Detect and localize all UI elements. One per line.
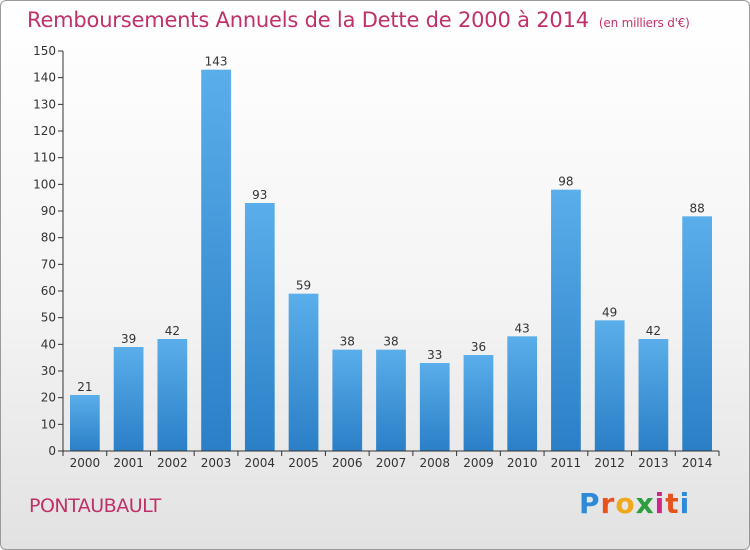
bar-2007 [376,349,406,451]
x-tick-label-2001: 2001 [113,456,144,470]
data-label-2003: 143 [205,55,228,69]
bar-2010 [507,336,538,451]
x-tick-label-2012: 2012 [594,456,625,470]
bar-2000 [69,395,100,451]
data-label-2013: 42 [646,324,661,338]
y-tick-label: 60 [41,284,56,298]
bar-2014 [682,216,713,451]
y-tick-label: 110 [33,151,56,165]
x-tick-label-2014: 2014 [682,456,713,470]
x-tick-label-2000: 2000 [70,456,101,470]
bar-2009 [463,355,494,451]
bar-2005 [288,293,319,451]
data-label-2010: 43 [515,321,530,335]
bar-2006 [332,349,363,451]
logo-letter: r [600,487,616,520]
x-tick-label-2009: 2009 [463,456,494,470]
y-tick-label: 80 [41,231,56,245]
data-label-2009: 36 [471,340,486,354]
x-tick-label-2003: 2003 [201,456,232,470]
x-tick-label-2002: 2002 [157,456,188,470]
x-tick-label-2010: 2010 [507,456,538,470]
bar-2013 [638,339,669,451]
y-tick-label: 0 [48,444,56,458]
data-label-2012: 49 [602,305,617,319]
data-labels-group: 21 39 42 143 93 59 38 38 33 36 43 98 49 42 88 [77,55,705,394]
y-tick-label: 100 [33,177,56,191]
logo-letter: i [679,487,691,520]
logo-letter: x [635,487,655,520]
y-tick-label: 130 [33,97,56,111]
y-tick-label: 40 [41,337,56,351]
x-tick-label-2004: 2004 [245,456,276,470]
x-tick-label-2006: 2006 [332,456,363,470]
bars-group [69,69,713,452]
logo-letter: i [654,487,666,520]
x-tick-label-2013: 2013 [638,456,669,470]
chart-title: Remboursements Annuels de la Dette de 20… [27,8,690,32]
x-tick-label-2005: 2005 [288,456,319,470]
data-label-2011: 98 [558,175,573,189]
bar-2002 [157,339,188,451]
y-tick-label: 30 [41,364,56,378]
proxiti-logo: Proxiti [579,487,690,520]
logo-letter: t [665,487,680,520]
bar-2004 [244,203,275,451]
x-tick-label-2011: 2011 [551,456,582,470]
data-label-2008: 33 [427,348,442,362]
y-tick-label: 70 [41,257,56,271]
y-tick-label: 150 [33,44,56,58]
y-tick-label: 50 [41,311,56,325]
x-tick-label-2008: 2008 [419,456,450,470]
data-label-2000: 21 [77,380,92,394]
x-axis: 2000 2001 2002 2003 2004 2005 2006 2007 2008 2009… [62,450,720,470]
logo-letter: o [615,487,636,520]
bar-2001 [113,347,144,451]
y-tick-label: 140 [33,71,56,85]
data-label-2007: 38 [383,335,398,349]
data-label-2006: 38 [340,335,355,349]
y-tick-label: 10 [41,417,56,431]
x-tick-label-2007: 2007 [376,456,407,470]
data-label-2005: 59 [296,279,311,293]
y-tick-label: 20 [41,391,56,405]
data-label-2004: 93 [252,188,267,202]
data-label-2014: 88 [689,201,704,215]
y-tick-label: 120 [33,124,56,138]
logo-letter: P [579,487,601,520]
data-label-2002: 42 [165,324,180,338]
bar-2008 [419,363,450,451]
chart-title-text: Remboursements Annuels de la Dette de 20… [27,8,589,32]
data-label-2001: 39 [121,332,136,346]
bar-2003 [201,69,231,452]
y-axis: 0 10 20 30 40 50 60 70 80 90 100 110 120 130 140 150 [33,44,64,458]
bar-2012 [594,320,625,451]
chart-unit: (en milliers d'€) [598,16,690,30]
bar-2011 [551,189,581,451]
commune-name: PONTAUBAULT [29,495,161,517]
y-tick-label: 90 [41,204,56,218]
